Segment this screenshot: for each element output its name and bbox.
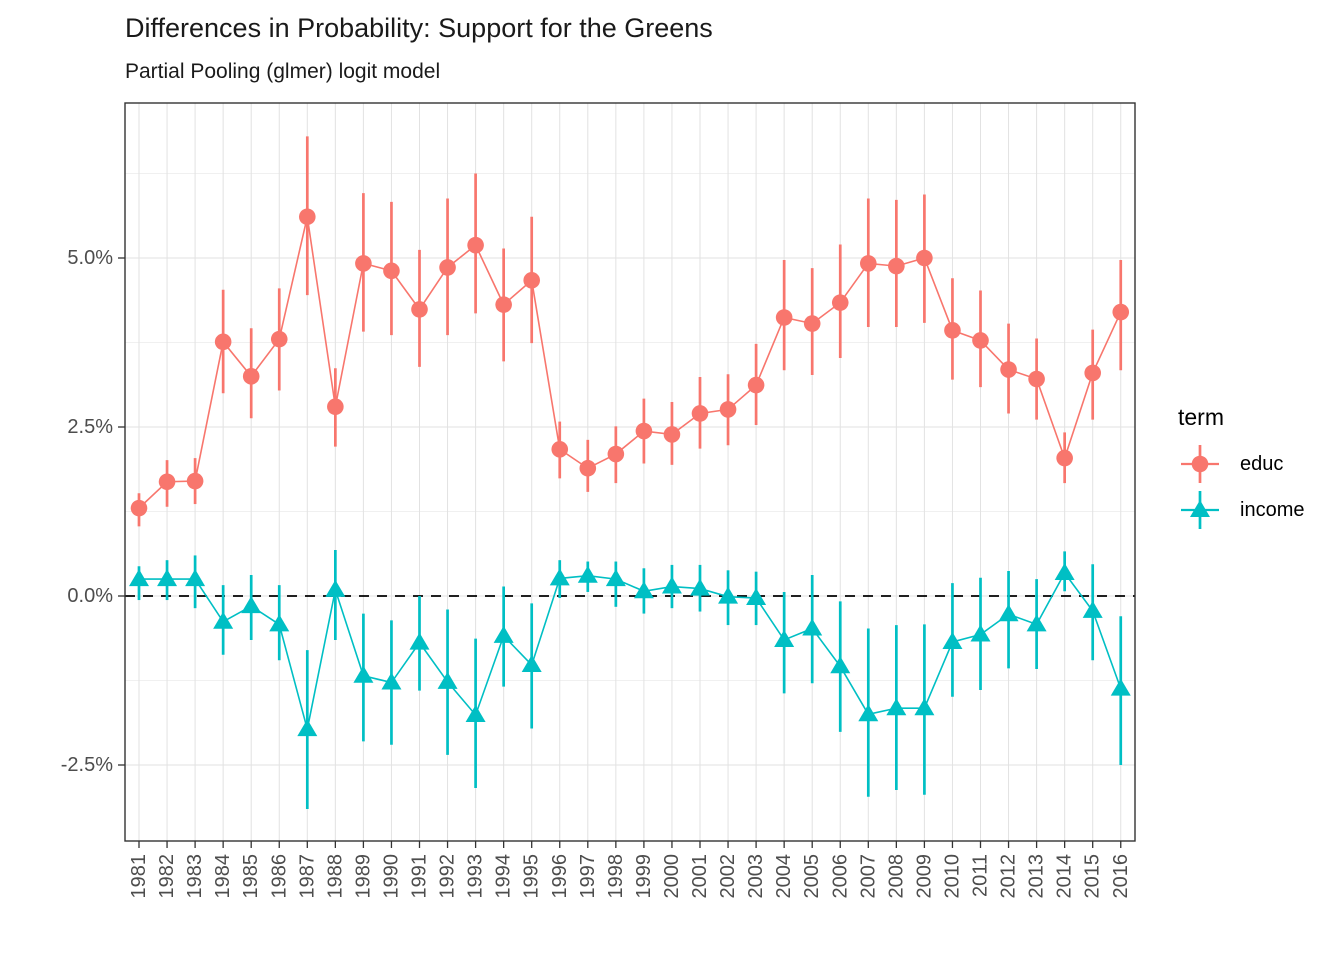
svg-text:1992: 1992 (437, 854, 459, 899)
chart-title: Differences in Probability: Support for … (125, 13, 713, 43)
svg-text:1996: 1996 (549, 854, 571, 899)
svg-text:2.5%: 2.5% (67, 416, 113, 438)
chart-subtitle: Partial Pooling (glmer) logit model (125, 60, 441, 83)
svg-text:2006: 2006 (829, 854, 851, 899)
svg-text:2014: 2014 (1054, 854, 1076, 899)
svg-text:1983: 1983 (184, 854, 206, 899)
svg-text:1984: 1984 (212, 854, 234, 899)
svg-text:1994: 1994 (493, 854, 515, 899)
svg-text:1997: 1997 (577, 854, 599, 899)
svg-text:1989: 1989 (352, 854, 374, 899)
svg-text:1993: 1993 (465, 854, 487, 899)
svg-text:1982: 1982 (156, 854, 178, 899)
legend-label-educ: educ (1240, 452, 1284, 475)
legend-entry-income: income (1178, 487, 1304, 533)
svg-text:-2.5%: -2.5% (61, 754, 113, 776)
svg-text:2004: 2004 (773, 854, 795, 899)
legend-title: term (1178, 404, 1224, 430)
svg-text:1981: 1981 (128, 854, 150, 899)
svg-text:2001: 2001 (689, 854, 711, 899)
svg-text:2005: 2005 (801, 854, 823, 899)
svg-text:2008: 2008 (885, 854, 907, 899)
svg-text:1986: 1986 (268, 854, 290, 899)
svg-text:1998: 1998 (605, 854, 627, 899)
legend: term educ income (1178, 404, 1304, 533)
svg-text:2011: 2011 (970, 854, 992, 897)
svg-text:2015: 2015 (1082, 854, 1104, 899)
svg-text:1990: 1990 (380, 854, 402, 899)
legend-entry-educ: educ (1178, 441, 1304, 487)
legend-label-income: income (1240, 498, 1305, 521)
svg-text:2012: 2012 (998, 854, 1020, 899)
svg-text:2003: 2003 (745, 854, 767, 899)
svg-text:2000: 2000 (661, 854, 683, 899)
svg-text:2007: 2007 (857, 854, 879, 899)
educ-pointrange-key-icon (1181, 445, 1219, 483)
svg-text:2010: 2010 (941, 854, 963, 899)
svg-text:0.0%: 0.0% (67, 585, 113, 607)
svg-text:1985: 1985 (240, 854, 262, 899)
svg-text:1999: 1999 (633, 854, 655, 899)
svg-text:2016: 2016 (1110, 854, 1132, 899)
svg-text:2009: 2009 (913, 854, 935, 899)
income-pointrange-key-icon (1181, 491, 1219, 529)
svg-text:1987: 1987 (296, 854, 318, 899)
svg-text:1995: 1995 (521, 854, 543, 899)
svg-text:1988: 1988 (324, 854, 346, 899)
svg-text:5.0%: 5.0% (67, 247, 113, 269)
svg-text:2002: 2002 (717, 854, 739, 899)
svg-text:1991: 1991 (409, 854, 431, 899)
svg-text:2013: 2013 (1026, 854, 1048, 899)
